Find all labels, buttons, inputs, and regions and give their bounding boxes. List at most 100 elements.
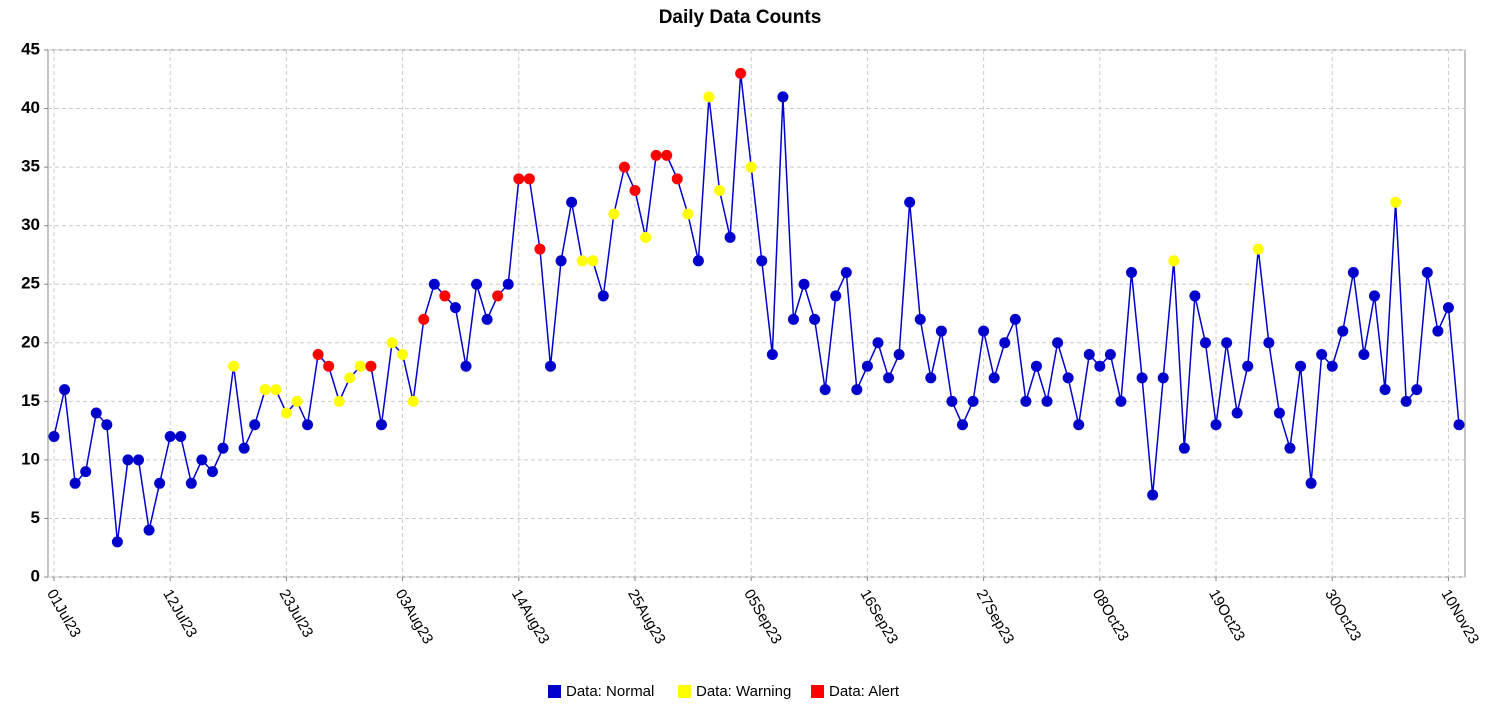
data-point — [354, 360, 366, 372]
data-point — [1020, 395, 1032, 407]
data-point — [1030, 360, 1042, 372]
data-point — [471, 278, 483, 290]
y-tick-label: 5 — [31, 508, 40, 527]
data-point — [1347, 267, 1359, 279]
data-point — [893, 348, 905, 360]
data-point — [1242, 360, 1254, 372]
x-tick-label: 19Oct23 — [1205, 586, 1248, 644]
y-tick-label: 20 — [21, 332, 40, 351]
data-point — [1083, 348, 1095, 360]
x-tick-label: 27Sep23 — [973, 586, 1018, 647]
data-point — [185, 477, 197, 489]
data-point — [1094, 360, 1106, 372]
data-point — [1115, 395, 1127, 407]
data-point — [671, 173, 683, 185]
data-point — [904, 196, 916, 208]
data-point — [333, 395, 345, 407]
legend-label: Data: Normal — [566, 683, 654, 700]
data-point — [460, 360, 472, 372]
data-point — [1147, 489, 1159, 501]
y-tick-label: 15 — [21, 391, 40, 410]
y-tick-label: 0 — [31, 566, 40, 585]
data-point — [48, 430, 60, 442]
data-point — [777, 91, 789, 103]
y-tick-label: 30 — [21, 215, 40, 234]
data-point — [935, 325, 947, 337]
data-point — [1178, 442, 1190, 454]
legend-label: Data: Warning — [696, 683, 791, 700]
legend-swatch — [678, 685, 691, 698]
data-point — [386, 337, 398, 349]
data-point — [249, 419, 261, 431]
data-point — [1421, 267, 1433, 279]
data-point — [735, 67, 747, 79]
data-point — [1432, 325, 1444, 337]
data-point — [988, 372, 1000, 384]
data-point — [143, 524, 155, 536]
data-point — [1136, 372, 1148, 384]
data-point — [323, 360, 335, 372]
data-point — [1358, 348, 1370, 360]
data-point — [1157, 372, 1169, 384]
legend-swatch — [548, 685, 561, 698]
data-point — [217, 442, 229, 454]
x-tick-label: 30Oct23 — [1321, 586, 1364, 644]
data-point — [397, 348, 409, 360]
data-point — [270, 384, 282, 396]
data-point — [111, 536, 123, 548]
data-point — [449, 302, 461, 314]
data-point — [344, 372, 356, 384]
data-point — [1062, 372, 1074, 384]
data-point — [809, 313, 821, 325]
y-tick-label: 25 — [21, 274, 40, 293]
data-point — [375, 419, 387, 431]
data-point — [819, 384, 831, 396]
data-point — [840, 267, 852, 279]
data-point — [418, 313, 430, 325]
data-point — [745, 161, 757, 173]
data-point — [1326, 360, 1338, 372]
data-point — [640, 231, 652, 243]
x-tick-label: 12Jul23 — [159, 586, 200, 640]
data-point — [90, 407, 102, 419]
data-point — [872, 337, 884, 349]
y-tick-label: 35 — [21, 157, 40, 176]
x-tick-label: 23Jul23 — [276, 586, 317, 640]
data-point — [1168, 255, 1180, 267]
plot-area — [47, 49, 1466, 578]
data-point — [714, 185, 726, 197]
data-point — [1316, 348, 1328, 360]
x-tick-label: 05Sep23 — [740, 586, 785, 647]
data-point — [555, 255, 567, 267]
data-point — [1284, 442, 1296, 454]
data-point — [101, 419, 113, 431]
data-point — [618, 161, 630, 173]
data-point — [365, 360, 377, 372]
data-point — [766, 348, 778, 360]
data-point — [492, 290, 504, 302]
data-point — [830, 290, 842, 302]
x-tick-label: 01Jul23 — [43, 586, 84, 640]
y-tick-label: 10 — [21, 449, 40, 468]
data-point — [999, 337, 1011, 349]
data-point — [1379, 384, 1391, 396]
data-point — [534, 243, 546, 255]
data-point — [1368, 290, 1380, 302]
data-point — [1390, 196, 1402, 208]
data-point — [1400, 395, 1412, 407]
data-point — [228, 360, 240, 372]
data-point — [407, 395, 419, 407]
x-tick-label: 03Aug23 — [392, 586, 437, 647]
data-point — [133, 454, 145, 466]
data-point — [724, 231, 736, 243]
y-tick-label: 40 — [21, 98, 40, 117]
x-tick-label: 08Oct23 — [1089, 586, 1132, 644]
data-point — [523, 173, 535, 185]
data-point — [1052, 337, 1064, 349]
data-point — [1104, 348, 1116, 360]
x-tick-label: 16Sep23 — [857, 586, 902, 647]
data-point — [1263, 337, 1275, 349]
data-point — [1295, 360, 1307, 372]
data-point — [206, 466, 218, 478]
